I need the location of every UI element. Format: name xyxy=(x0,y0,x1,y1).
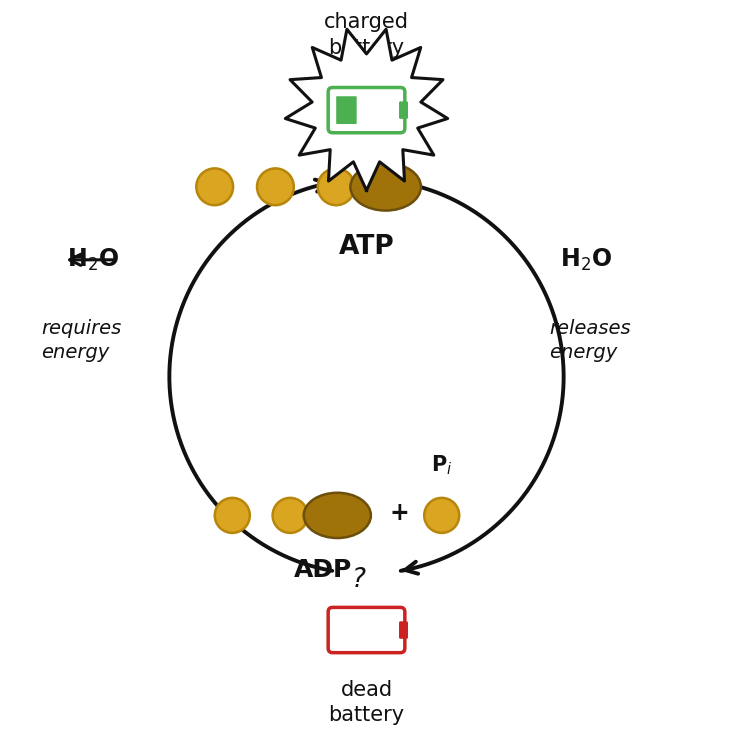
Text: releases
energy: releases energy xyxy=(549,319,630,362)
Polygon shape xyxy=(285,29,448,190)
Circle shape xyxy=(424,498,460,533)
FancyBboxPatch shape xyxy=(336,96,357,124)
Circle shape xyxy=(273,498,308,533)
Text: charged
battery: charged battery xyxy=(324,12,409,57)
Text: P$_i$: P$_i$ xyxy=(431,454,452,477)
Ellipse shape xyxy=(350,163,421,210)
FancyBboxPatch shape xyxy=(328,87,405,133)
Circle shape xyxy=(196,169,233,205)
Circle shape xyxy=(257,169,294,205)
Text: requires
energy: requires energy xyxy=(42,319,122,362)
FancyBboxPatch shape xyxy=(399,102,408,118)
Text: H$_2$O: H$_2$O xyxy=(67,247,119,273)
FancyBboxPatch shape xyxy=(328,607,405,653)
Text: +: + xyxy=(389,501,409,525)
Text: ATP: ATP xyxy=(339,234,394,260)
Ellipse shape xyxy=(303,493,371,538)
Text: ?: ? xyxy=(352,568,366,593)
FancyBboxPatch shape xyxy=(399,622,408,638)
Text: H$_2$O: H$_2$O xyxy=(560,247,612,273)
Circle shape xyxy=(317,169,355,205)
Text: dead
battery: dead battery xyxy=(328,680,405,725)
Circle shape xyxy=(215,498,250,533)
Text: ADP: ADP xyxy=(293,558,352,582)
